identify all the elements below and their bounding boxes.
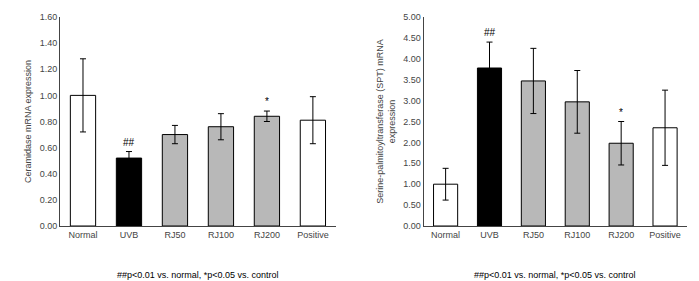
svg-text:1.20: 1.20 bbox=[40, 64, 58, 74]
svg-text:Normal: Normal bbox=[68, 230, 97, 240]
svg-text:Positive: Positive bbox=[649, 230, 681, 240]
svg-text:RJ50: RJ50 bbox=[523, 230, 544, 240]
svg-text:0.00: 0.00 bbox=[40, 221, 58, 231]
svg-text:4.50: 4.50 bbox=[403, 33, 421, 43]
svg-text:0.60: 0.60 bbox=[40, 143, 58, 153]
svg-text:Serine-palmitoyltransferase (S: Serine-palmitoyltransferase (SPT) mRNAex… bbox=[375, 39, 397, 204]
svg-text:1.40: 1.40 bbox=[40, 38, 58, 48]
svg-text:0.80: 0.80 bbox=[40, 117, 58, 127]
svg-text:##: ## bbox=[484, 27, 496, 38]
svg-text:##p<0.01 vs. normal, *p<0.05 v: ##p<0.01 vs. normal, *p<0.05 vs. control bbox=[474, 270, 636, 280]
svg-text:RJ50: RJ50 bbox=[164, 230, 185, 240]
svg-text:##: ## bbox=[123, 137, 135, 148]
svg-text:4.00: 4.00 bbox=[403, 54, 421, 64]
svg-text:3.00: 3.00 bbox=[403, 96, 421, 106]
svg-text:1.00: 1.00 bbox=[40, 91, 58, 101]
svg-text:UVB: UVB bbox=[480, 230, 499, 240]
svg-text:0.40: 0.40 bbox=[40, 169, 58, 179]
svg-text:Ceramidase mRNA expression: Ceramidase mRNA expression bbox=[23, 60, 33, 183]
svg-text:1.50: 1.50 bbox=[403, 158, 421, 168]
svg-text:*: * bbox=[265, 96, 269, 107]
svg-text:0.20: 0.20 bbox=[40, 195, 58, 205]
svg-text:3.50: 3.50 bbox=[403, 75, 421, 85]
svg-text:RJ100: RJ100 bbox=[564, 230, 590, 240]
svg-text:*: * bbox=[619, 107, 623, 118]
svg-text:2.50: 2.50 bbox=[403, 117, 421, 127]
svg-text:0.00: 0.00 bbox=[403, 221, 421, 231]
svg-text:0.50: 0.50 bbox=[403, 200, 421, 210]
svg-text:Positive: Positive bbox=[297, 230, 329, 240]
svg-text:RJ200: RJ200 bbox=[254, 230, 280, 240]
svg-text:RJ200: RJ200 bbox=[608, 230, 634, 240]
svg-text:Normal: Normal bbox=[431, 230, 460, 240]
svg-text:1.00: 1.00 bbox=[403, 179, 421, 189]
svg-text:1.60: 1.60 bbox=[40, 12, 58, 22]
svg-text:##p<0.01 vs. normal, *p<0.05 v: ##p<0.01 vs. normal, *p<0.05 vs. control bbox=[117, 270, 279, 280]
svg-text:RJ100: RJ100 bbox=[208, 230, 234, 240]
svg-text:2.00: 2.00 bbox=[403, 138, 421, 148]
svg-text:5.00: 5.00 bbox=[403, 12, 421, 22]
svg-text:UVB: UVB bbox=[120, 230, 139, 240]
